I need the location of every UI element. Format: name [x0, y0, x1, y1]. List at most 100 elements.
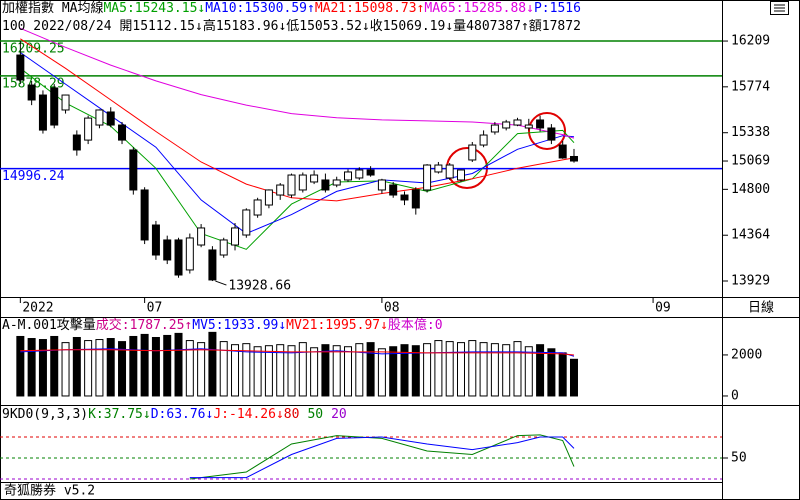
level-label: 80	[283, 407, 300, 422]
level-label: 50	[307, 407, 324, 422]
volume-bar	[185, 340, 194, 397]
volume-bar	[72, 336, 81, 397]
chart-title: 加權指數 MA均線	[2, 1, 104, 16]
candle-body	[456, 169, 465, 181]
candle-body	[129, 149, 138, 191]
volume-bar	[242, 343, 251, 397]
volume-bar	[287, 345, 296, 397]
indicator-line	[189, 434, 575, 480]
candle-body	[377, 179, 386, 191]
price-info: 100 2022/08/24 開15112.15↓高15183.96↓低1505…	[2, 19, 581, 34]
volume-bar	[151, 336, 160, 397]
y-tick-label: 15774	[731, 79, 770, 94]
volume-bar	[38, 339, 47, 397]
legend-entry: MA5:15243.15↓	[103, 1, 206, 16]
volume-bar	[219, 341, 228, 397]
candle-body	[118, 124, 127, 141]
volume-bar	[502, 344, 511, 397]
volume-bar	[163, 334, 172, 397]
volume-bar	[479, 342, 488, 397]
x-tick-label: 2022	[22, 301, 53, 316]
candle-body	[38, 94, 47, 131]
candle-body	[185, 237, 194, 271]
candle-body	[355, 169, 364, 179]
candle-body	[502, 121, 511, 129]
volume-header: A-M.001攻擊量成交:1787.25↑MV5:1933.99↓MV21:19…	[2, 318, 720, 334]
y-tick-label: 14364	[731, 228, 770, 243]
candle-body	[513, 119, 522, 126]
volume-bar	[468, 340, 477, 397]
volume-bar	[231, 344, 240, 397]
candle-body	[242, 209, 251, 236]
panel-title: 9KD0(9,3,3)	[2, 407, 89, 422]
low-label: 13928.66	[228, 279, 291, 294]
candle-body	[106, 111, 115, 126]
reference-label: 16209.25	[2, 42, 65, 57]
volume-bar	[490, 343, 499, 397]
indicator-text: P:1516	[533, 1, 581, 16]
volume-bar	[558, 352, 567, 397]
candle-body	[197, 227, 206, 246]
candle-body	[219, 239, 228, 256]
legend-entry: MA21:15098.73↑	[314, 1, 425, 16]
candle-body	[95, 109, 104, 126]
price-info: 100 2022/08/24 開15112.15↓高15183.96↓低1505…	[2, 19, 720, 35]
volume-bar	[106, 338, 115, 397]
candle-body	[310, 174, 319, 183]
volume-bar	[513, 341, 522, 397]
panel-extra: 股本億:0	[387, 318, 443, 333]
candle-body	[264, 189, 273, 206]
volume-bar	[61, 342, 70, 397]
volume-bar	[129, 335, 138, 397]
low-pointer	[215, 280, 227, 286]
candle-body	[344, 171, 353, 181]
candle-body	[479, 134, 488, 146]
candle-body	[547, 127, 556, 141]
legend-entry: MV5:1933.99↓	[192, 318, 287, 333]
volume-bar	[208, 331, 217, 397]
level-label: 20	[331, 407, 347, 422]
window-button[interactable]	[770, 1, 789, 15]
volume-bar	[434, 340, 443, 397]
candle-body	[84, 117, 93, 141]
candle-body	[253, 199, 262, 216]
x-tick-label: 08	[384, 301, 400, 316]
kd-header: 9KD0(9,3,3)K:37.75↓D:63.76↓J:-14.26↓80 50…	[2, 407, 720, 423]
y-tick-label: 13929	[731, 274, 770, 289]
panel-extra: J:-14.26↓	[213, 407, 284, 422]
volume-bar	[16, 335, 25, 397]
volume-bar	[366, 342, 375, 397]
candle-body	[569, 155, 578, 162]
candle-body	[366, 169, 375, 176]
legend-entry: K:37.75↓	[88, 407, 151, 422]
volume-bar	[197, 342, 206, 397]
candle-body	[298, 174, 307, 191]
y-tick-label: 0	[731, 388, 739, 403]
candle-body	[400, 194, 409, 201]
volume-bar	[174, 332, 183, 397]
volume-bar	[253, 346, 262, 397]
candle-body	[72, 134, 81, 151]
candle-body	[411, 189, 420, 209]
candle-body	[231, 227, 240, 246]
candle-body	[423, 164, 432, 191]
footer: 奇狐勝券 v5.2	[4, 483, 95, 499]
indicator-line	[20, 52, 575, 235]
legend-entry: D:63.76↓	[150, 407, 214, 422]
volume-bar	[547, 348, 556, 397]
x-tick-label: 07	[147, 301, 163, 316]
volume-bar	[445, 341, 454, 397]
indicator-line	[189, 436, 575, 479]
volume-bar	[310, 347, 319, 397]
y-tick-label: 15338	[731, 125, 770, 140]
y-tick-label: 15069	[731, 154, 770, 169]
candle-body	[27, 84, 36, 101]
y-tick-label: 50	[731, 450, 747, 465]
y-tick-label: 2000	[731, 347, 762, 362]
candle-body	[61, 94, 70, 111]
y-tick-label: 16209	[731, 34, 770, 49]
volume-bar	[389, 346, 398, 397]
volume-bar	[50, 335, 59, 397]
